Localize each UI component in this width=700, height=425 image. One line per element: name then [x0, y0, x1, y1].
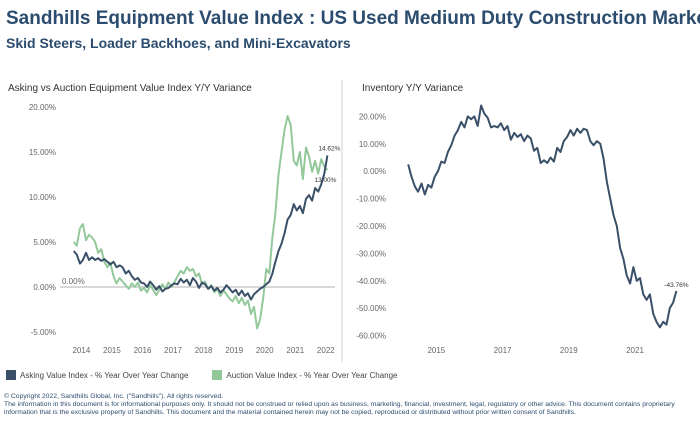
- y-tick-label: 10.00%: [29, 193, 56, 202]
- x-tick-label: 2014: [72, 346, 90, 355]
- footer-disclaimer: The information in this document is for …: [4, 401, 675, 417]
- x-tick-label: 2020: [256, 346, 274, 355]
- y-tick-label: 5.00%: [33, 238, 56, 247]
- x-tick-label: 2019: [225, 346, 243, 355]
- x-tick-label: 2022: [317, 346, 335, 355]
- y-tick-label: 20.00%: [359, 112, 386, 121]
- series-line: [73, 155, 329, 301]
- legend-swatch-asking: [6, 370, 16, 380]
- right-chart-title: Inventory Y/Y Variance: [362, 83, 464, 94]
- legend: Asking Value Index - % Year Over Year Ch…: [6, 370, 421, 380]
- x-tick-label: 2017: [164, 346, 182, 355]
- legend-label-asking: Asking Value Index - % Year Over Year Ch…: [20, 370, 189, 380]
- y-tick-label: -30.00%: [356, 249, 386, 258]
- legend-swatch-auction: [212, 370, 223, 380]
- y-tick-label: 10.00%: [359, 140, 386, 149]
- y-tick-label: 0.00%: [33, 283, 56, 292]
- report-title: Sandhills Equipment Value Index : US Use…: [6, 8, 700, 29]
- data-label: 13.00%: [314, 177, 336, 184]
- zero-line-label: 0.00%: [62, 277, 85, 286]
- charts-canvas: -5.00% 0.00% 5.00% 10.00% 15.00% 20.00% 2014 20…: [29, 80, 689, 362]
- series-line: [407, 104, 678, 329]
- legend-item-asking: Asking Value Index - % Year Over Year Ch…: [6, 370, 188, 380]
- y-tick-label: 20.00%: [29, 103, 56, 112]
- y-tick-label: -50.00%: [356, 304, 386, 313]
- y-tick-label: 0.00%: [363, 167, 386, 176]
- y-tick-label: -10.00%: [356, 195, 386, 204]
- legend-label-auction: Auction Value Index - % Year Over Year C…: [226, 370, 398, 380]
- x-tick-label: 2016: [134, 346, 152, 355]
- x-tick-label: 2019: [560, 346, 578, 355]
- y-tick-label: 15.00%: [29, 148, 56, 157]
- data-label: -43.76%: [664, 282, 688, 289]
- footer-copyright: © Copyright 2022, Sandhills Global, Inc.…: [4, 393, 224, 400]
- x-tick-label: 2018: [195, 346, 213, 355]
- right-chart: -60.00% -50.00% -40.00% -30.00% -20.00% -10.0…: [356, 104, 689, 355]
- x-tick-label: 2021: [286, 346, 304, 355]
- left-chart: -5.00% 0.00% 5.00% 10.00% 15.00% 20.00% 2014 20…: [29, 103, 341, 355]
- y-tick-label: -20.00%: [356, 222, 386, 231]
- x-tick-label: 2015: [103, 346, 121, 355]
- x-tick-label: 2021: [626, 346, 644, 355]
- report-subtitle: Skid Steers, Loader Backhoes, and Mini-E…: [6, 35, 351, 51]
- series-line: [73, 115, 329, 330]
- footer: © Copyright 2022, Sandhills Global, Inc.…: [4, 393, 696, 418]
- left-chart-title: Asking vs Auction Equipment Value Index …: [8, 83, 252, 94]
- x-tick-label: 2015: [427, 346, 445, 355]
- data-label: 14.62%: [318, 145, 340, 152]
- y-tick-label: -5.00%: [31, 328, 56, 337]
- y-tick-label: -40.00%: [356, 277, 386, 286]
- y-tick-label: -60.00%: [356, 332, 386, 341]
- legend-item-auction: Auction Value Index - % Year Over Year C…: [212, 370, 397, 380]
- x-tick-label: 2017: [494, 346, 512, 355]
